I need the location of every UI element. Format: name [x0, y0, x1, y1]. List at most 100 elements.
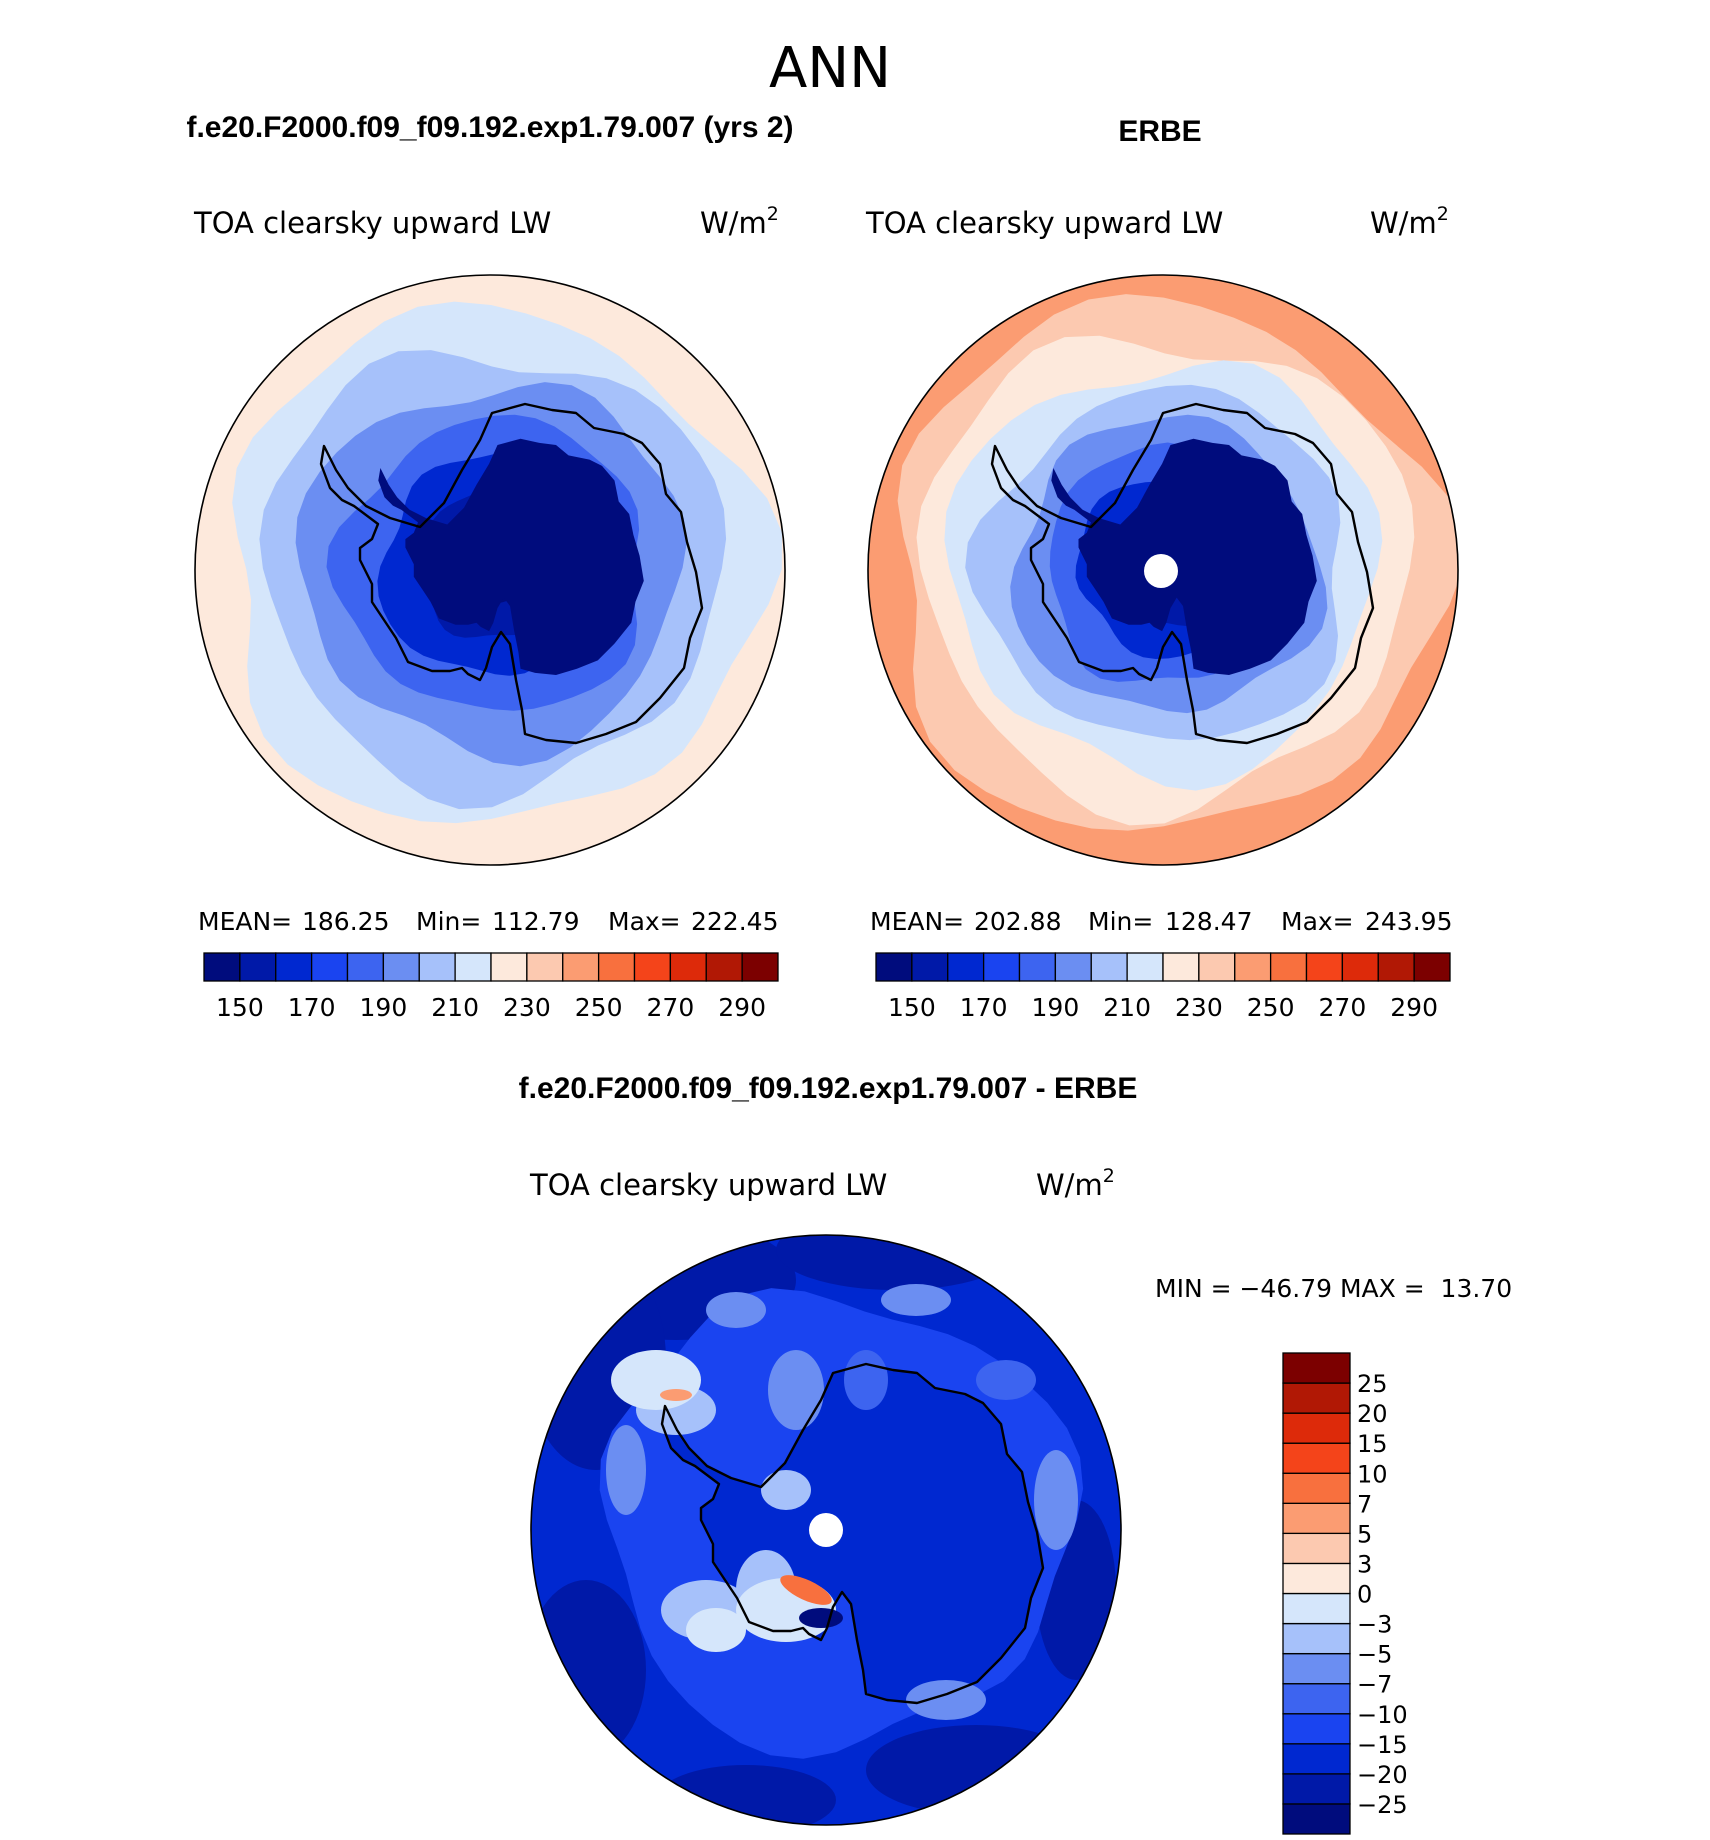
panel-erbe-colorbar: 150 170 190 210 230 250 270 290 — [875, 952, 1451, 1022]
colorbar-swatch — [1282, 1592, 1351, 1625]
colorbar-swatch — [346, 952, 385, 982]
colorbar-tick-label: 190 — [1032, 993, 1080, 1022]
panel-difference-title: f.e20.F2000.f09_f09.192.exp1.79.007 - ER… — [519, 1072, 1138, 1105]
colorbar-swatch — [1282, 1472, 1351, 1504]
field-negative-patch — [776, 1235, 1016, 1290]
field-plateau-band — [1051, 438, 1317, 675]
colorbar-swatch — [310, 952, 349, 982]
panel-erbe-min-label: Min= — [1088, 907, 1153, 936]
panel-erbe-min-value: 128.47 — [1165, 907, 1252, 936]
colorbar-swatch — [1282, 1382, 1351, 1414]
colorbar-tick-label: −25 — [1357, 1791, 1408, 1819]
colorbar-swatch — [947, 952, 985, 982]
colorbar-swatch — [669, 952, 707, 982]
colorbar-tick-label: 0 — [1357, 1581, 1372, 1609]
field-negative-patch — [531, 1580, 646, 1760]
colorbar-swatch — [875, 952, 913, 982]
colorbar-tick-label: −10 — [1357, 1701, 1408, 1729]
colorbar-swatch — [1269, 952, 1308, 982]
colorbar-swatch — [1018, 952, 1057, 982]
panel-erbe-coastline — [990, 402, 1375, 745]
colorbar-swatch — [490, 952, 528, 982]
colorbar-swatch — [1090, 952, 1128, 982]
panel-model-mean-label: MEAN= — [198, 907, 292, 936]
panel-erbe-case-title: ERBE — [1118, 115, 1201, 148]
colorbar-swatch — [382, 952, 420, 982]
colorbar-tick-label: 15 — [1357, 1430, 1388, 1458]
field-near-zero-patch — [611, 1350, 701, 1410]
colorbar-swatch — [741, 952, 779, 982]
colorbar-swatch — [1377, 952, 1415, 982]
colorbar-swatch — [1198, 952, 1236, 982]
panel-erbe-mean-value: 202.88 — [974, 907, 1061, 936]
colorbar-swatch — [275, 952, 313, 982]
colorbar-tick-label: 210 — [1103, 993, 1151, 1022]
field-light-patch — [1034, 1450, 1078, 1550]
field-light-patch — [606, 1425, 646, 1515]
colorbar-swatch — [1282, 1683, 1351, 1715]
colorbar-swatch — [1305, 952, 1344, 982]
colorbar-swatch — [1282, 1622, 1351, 1655]
panel-model-coastline — [319, 402, 704, 745]
colorbar-tick-label: 210 — [431, 993, 479, 1022]
colorbar-tick-label: 230 — [1175, 993, 1223, 1022]
colorbar-tick-label: −15 — [1357, 1731, 1408, 1759]
panel-difference-coastline — [660, 1362, 1045, 1705]
field-negative-patch — [866, 1725, 1086, 1815]
colorbar-swatch — [454, 952, 492, 982]
colorbar-tick-label: 150 — [888, 993, 936, 1022]
colorbar-swatch — [203, 952, 241, 982]
colorbar-tick-label: −3 — [1357, 1611, 1392, 1639]
colorbar-swatch — [1282, 1412, 1351, 1444]
panel-model-max-label: Max= — [608, 907, 681, 936]
field-plateau-band — [378, 438, 644, 675]
panel-model-min-label: Min= — [416, 907, 481, 936]
panel-model-min-value: 112.79 — [492, 907, 579, 936]
panel-erbe: ERBE TOA clearsky upward LW W/m2 MEAN= 2… — [865, 115, 1459, 1022]
colorbar-swatch — [1413, 952, 1451, 982]
panel-model-max-value: 222.45 — [691, 907, 778, 936]
colorbar-swatch — [1234, 952, 1272, 982]
colorbar-swatch — [1054, 952, 1092, 982]
field-light-patch — [906, 1680, 986, 1720]
field-negative-core — [799, 1608, 843, 1628]
colorbar-tick-label: 5 — [1357, 1520, 1372, 1548]
colorbar-tick-label: 250 — [575, 993, 623, 1022]
colorbar-swatch — [1126, 952, 1164, 982]
panel-model-units: W/m2 — [700, 203, 779, 240]
colorbar-tick-label: 10 — [1357, 1460, 1388, 1488]
colorbar-swatch — [1282, 1562, 1351, 1595]
colorbar-tick-label: 290 — [1390, 993, 1438, 1022]
panel-model-map — [195, 275, 785, 865]
colorbar-swatch — [1282, 1743, 1351, 1775]
field-positive-patch — [780, 1575, 832, 1605]
colorbar-swatch — [526, 952, 564, 982]
panel-erbe-max-label: Max= — [1281, 907, 1354, 936]
field-light-patch — [844, 1350, 888, 1410]
panel-difference-map-border — [530, 1234, 1122, 1826]
colorbar-swatch — [1282, 1713, 1351, 1745]
field-light-patch — [881, 1284, 951, 1316]
colorbar-swatch — [1282, 1652, 1351, 1685]
panel-difference: f.e20.F2000.f09_f09.192.exp1.79.007 - ER… — [519, 1072, 1512, 1835]
panel-erbe-units: W/m2 — [1370, 203, 1449, 240]
colorbar-swatch — [705, 952, 743, 982]
panel-difference-variable: TOA clearsky upward LW — [529, 1168, 887, 1202]
colorbar-tick-label: 150 — [216, 993, 264, 1022]
panel-erbe-field-rings — [868, 275, 1458, 865]
colorbar-swatch — [1282, 1773, 1351, 1805]
colorbar-tick-label: 250 — [1247, 993, 1295, 1022]
field-light-patch — [768, 1350, 824, 1430]
colorbar-swatch — [239, 952, 277, 982]
colorbar-tick-label: −5 — [1357, 1641, 1392, 1669]
colorbar-tick-label: 7 — [1357, 1490, 1372, 1518]
panel-erbe-max-value: 243.95 — [1365, 907, 1452, 936]
panel-erbe-map — [868, 275, 1458, 865]
field-light-patch — [706, 1292, 766, 1328]
colorbar-swatch — [418, 952, 456, 982]
colorbar-swatch — [597, 952, 636, 982]
colorbar-tick-label: 230 — [503, 993, 551, 1022]
colorbar-tick-label: 190 — [360, 993, 408, 1022]
colorbar-swatch — [1282, 1532, 1351, 1565]
